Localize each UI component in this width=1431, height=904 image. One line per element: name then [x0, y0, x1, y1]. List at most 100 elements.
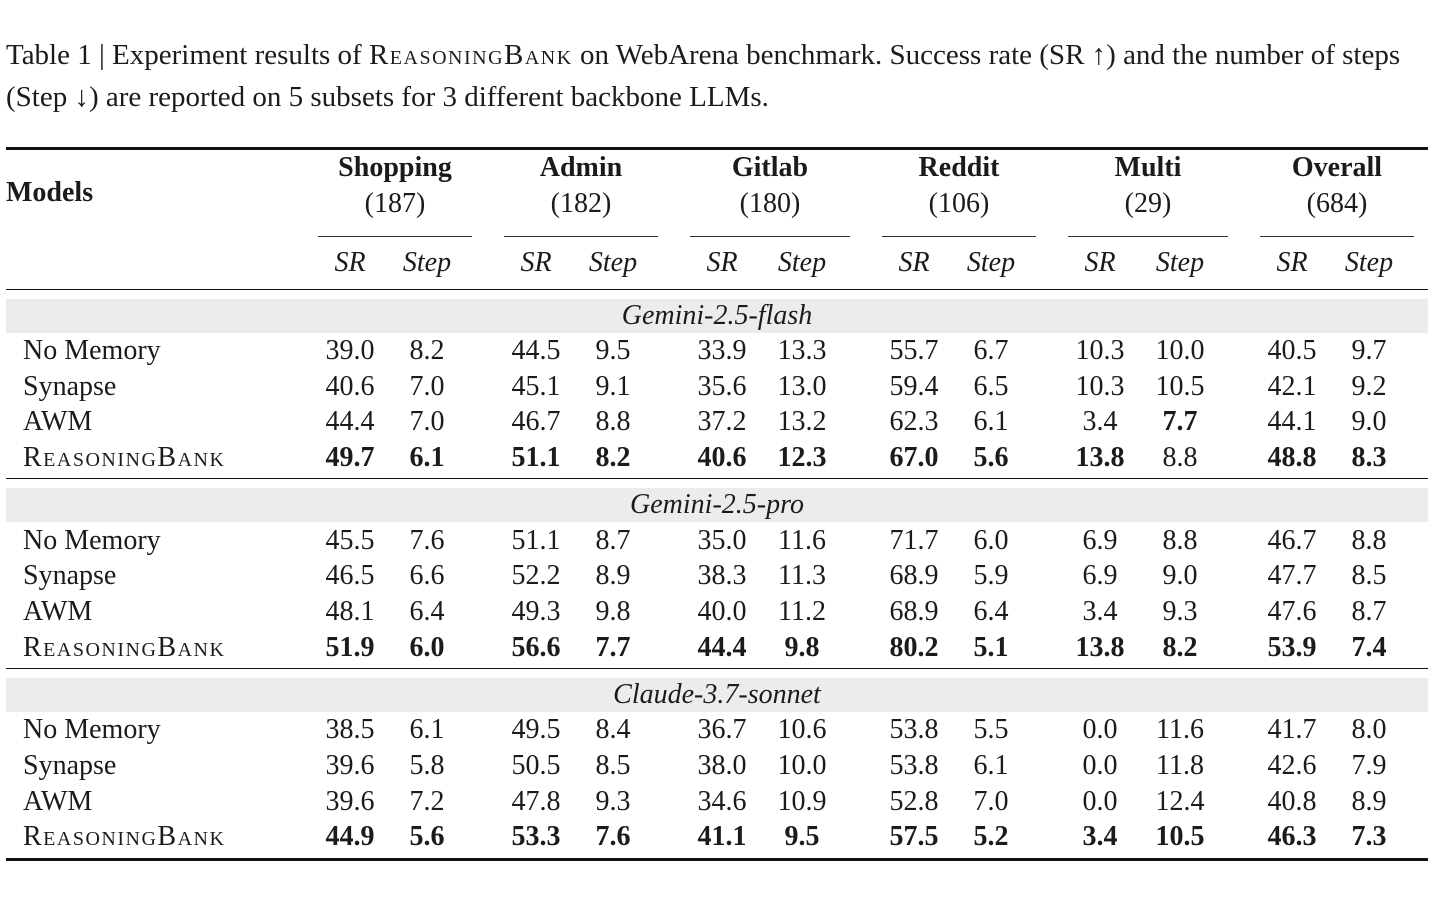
sr-column-header: SR — [334, 246, 366, 278]
step-value-cell: 7.4 — [1351, 631, 1387, 663]
sr-value-cell: 0.0 — [1082, 750, 1118, 782]
sr-value-cell: 40.5 — [1267, 334, 1317, 366]
backbone-model-row: Claude-3.7-sonnet — [6, 678, 1428, 712]
table-row: ReasoningBank 51.9 6.0 56.6 7.7 44.4 9.8 80.2 5.… — [6, 629, 1428, 665]
method-name-cell: No Memory — [23, 714, 161, 746]
sr-value-cell: 37.2 — [697, 406, 747, 438]
step-value-cell: 13.2 — [777, 406, 827, 438]
sr-value-cell: 55.7 — [889, 334, 939, 366]
sr-value-cell: 56.6 — [511, 631, 561, 663]
table-row: No Memory 38.5 6.1 49.5 8.4 36.7 10.6 53.8 5.5 0.… — [6, 712, 1428, 748]
step-value-cell: 11.6 — [778, 524, 826, 556]
sr-value-cell: 52.8 — [889, 785, 939, 817]
step-value-cell: 8.5 — [595, 750, 631, 782]
sr-value-cell: 35.0 — [697, 524, 747, 556]
table-row: No Memory 45.5 7.6 51.1 8.7 35.0 11.6 71.7 6.0 6.… — [6, 522, 1428, 558]
sr-value-cell: 40.0 — [697, 595, 747, 627]
method-name-cell: AWM — [23, 785, 93, 817]
sr-value-cell: 50.5 — [511, 750, 561, 782]
table-row: Synapse 39.6 5.8 50.5 8.5 38.0 10.0 53.8 6.1 0.0 1… — [6, 748, 1428, 784]
sr-value-cell: 40.8 — [1267, 785, 1317, 817]
step-value-cell: 10.0 — [1155, 334, 1205, 366]
sr-value-cell: 46.3 — [1267, 821, 1317, 853]
sr-column-header: SR — [520, 246, 552, 278]
step-value-cell: 10.9 — [777, 785, 827, 817]
table-row: Synapse 46.5 6.6 52.2 8.9 38.3 11.3 68.9 5.9 6.9 9… — [6, 558, 1428, 594]
group-name: Shopping — [338, 152, 452, 183]
caption-suffix: on WebArena benchmark. Success rate (SR … — [6, 39, 1401, 113]
step-value-cell: 11.2 — [778, 595, 826, 627]
group-name: Reddit — [918, 152, 1000, 183]
sr-column-header: SR — [706, 246, 738, 278]
step-value-cell: 8.2 — [595, 441, 631, 473]
backbone-model-label: Gemini-2.5-pro — [6, 488, 1428, 523]
method-name-cell: ReasoningBank — [23, 631, 226, 663]
sr-value-cell: 40.6 — [697, 441, 747, 473]
sr-value-cell: 38.3 — [697, 560, 747, 592]
step-value-cell: 9.8 — [784, 631, 820, 663]
step-value-cell: 8.7 — [595, 524, 631, 556]
step-value-cell: 6.1 — [973, 406, 1009, 438]
step-value-cell: 5.1 — [973, 631, 1009, 663]
step-value-cell: 8.8 — [1351, 524, 1387, 556]
group-name: Gitlab — [731, 152, 809, 183]
step-value-cell: 7.0 — [409, 370, 445, 402]
step-value-cell: 8.8 — [595, 406, 631, 438]
sr-value-cell: 36.7 — [697, 714, 747, 746]
step-value-cell: 13.3 — [777, 334, 827, 366]
sr-column-header: SR — [1276, 246, 1308, 278]
method-name-cell: AWM — [23, 595, 93, 627]
column-group-overall: Overall (684) — [1260, 150, 1414, 222]
step-value-cell: 10.6 — [777, 714, 827, 746]
step-value-cell: 6.7 — [973, 334, 1009, 366]
step-value-cell: 9.3 — [1162, 595, 1198, 627]
sr-value-cell: 0.0 — [1082, 714, 1118, 746]
group-count: (182) — [550, 188, 612, 219]
step-value-cell: 7.0 — [409, 406, 445, 438]
sr-value-cell: 51.1 — [511, 441, 561, 473]
table-row: ReasoningBank 44.9 5.6 53.3 7.6 41.1 9.5 57.5 5.… — [6, 819, 1428, 855]
step-value-cell: 9.0 — [1351, 406, 1387, 438]
sr-value-cell: 45.5 — [325, 524, 375, 556]
group-count: (29) — [1124, 188, 1172, 219]
step-value-cell: 7.2 — [409, 785, 445, 817]
step-value-cell: 9.0 — [1162, 560, 1198, 592]
header-row: Models Shopping (187) Admin (182) Gitlab (1… — [6, 150, 1428, 222]
sr-value-cell: 68.9 — [889, 560, 939, 592]
step-value-cell: 9.7 — [1351, 334, 1387, 366]
column-group-multi: Multi (29) — [1068, 150, 1228, 222]
step-value-cell: 10.5 — [1155, 821, 1205, 853]
step-value-cell: 8.7 — [1351, 595, 1387, 627]
backbone-model-label: Gemini-2.5-flash — [6, 298, 1428, 333]
sr-value-cell: 41.1 — [697, 821, 747, 853]
step-value-cell: 11.8 — [1156, 750, 1204, 782]
sr-value-cell: 41.7 — [1267, 714, 1317, 746]
sr-value-cell: 44.4 — [697, 631, 747, 663]
step-value-cell: 7.3 — [1351, 821, 1387, 853]
sr-value-cell: 6.9 — [1082, 524, 1118, 556]
step-column-header: Step — [1344, 246, 1394, 278]
sr-value-cell: 51.9 — [325, 631, 375, 663]
step-value-cell: 7.7 — [1162, 406, 1198, 438]
sr-value-cell: 39.0 — [325, 334, 375, 366]
sr-value-cell: 44.9 — [325, 821, 375, 853]
sr-value-cell: 80.2 — [889, 631, 939, 663]
sr-value-cell: 35.6 — [697, 370, 747, 402]
sr-value-cell: 3.4 — [1082, 821, 1118, 853]
step-column-header: Step — [402, 246, 452, 278]
step-value-cell: 6.4 — [409, 595, 445, 627]
table-row: Synapse 40.6 7.0 45.1 9.1 35.6 13.0 59.4 6.5 10.3… — [6, 368, 1428, 404]
step-value-cell: 12.4 — [1155, 785, 1205, 817]
group-count: (180) — [739, 188, 801, 219]
step-value-cell: 10.0 — [777, 750, 827, 782]
step-value-cell: 5.9 — [973, 560, 1009, 592]
sr-value-cell: 10.3 — [1075, 370, 1125, 402]
step-value-cell: 8.2 — [1162, 631, 1198, 663]
step-value-cell: 5.8 — [409, 750, 445, 782]
sr-value-cell: 53.3 — [511, 821, 561, 853]
backbone-model-row: Gemini-2.5-pro — [6, 488, 1428, 523]
table-row: AWM 39.6 7.2 47.8 9.3 34.6 10.9 52.8 7.0 0.0 12.4 4… — [6, 783, 1428, 819]
method-name-cell: Synapse — [23, 560, 117, 592]
step-value-cell: 12.3 — [777, 441, 827, 473]
method-name-cell: No Memory — [23, 524, 161, 556]
